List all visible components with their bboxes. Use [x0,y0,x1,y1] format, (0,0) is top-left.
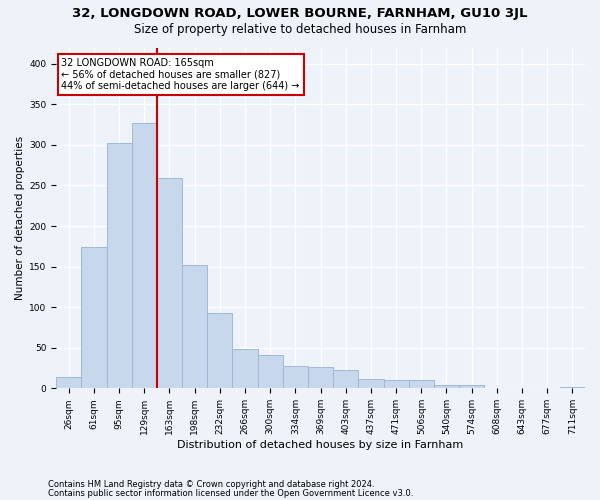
Text: Contains HM Land Registry data © Crown copyright and database right 2024.: Contains HM Land Registry data © Crown c… [48,480,374,489]
Text: Contains public sector information licensed under the Open Government Licence v3: Contains public sector information licen… [48,488,413,498]
Bar [434,385,459,388]
Bar [560,386,585,388]
Bar [107,144,131,388]
Text: Size of property relative to detached houses in Farnham: Size of property relative to detached ho… [134,22,466,36]
Bar [56,377,82,388]
Bar [383,380,409,388]
Bar [459,385,484,388]
Text: 32, LONGDOWN ROAD, LOWER BOURNE, FARNHAM, GU10 3JL: 32, LONGDOWN ROAD, LOWER BOURNE, FARNHAM… [72,8,528,20]
Bar [358,380,383,388]
Bar [333,370,358,388]
Text: 32 LONGDOWN ROAD: 165sqm
← 56% of detached houses are smaller (827)
44% of semi-: 32 LONGDOWN ROAD: 165sqm ← 56% of detach… [61,58,300,91]
Bar [82,247,107,388]
Bar [131,123,157,388]
Bar [182,265,207,388]
Bar [207,313,232,388]
Y-axis label: Number of detached properties: Number of detached properties [15,136,25,300]
Bar [308,367,333,388]
Bar [283,366,308,388]
Bar [257,355,283,388]
Bar [232,348,257,389]
Bar [157,178,182,388]
Bar [409,380,434,388]
X-axis label: Distribution of detached houses by size in Farnham: Distribution of detached houses by size … [178,440,464,450]
